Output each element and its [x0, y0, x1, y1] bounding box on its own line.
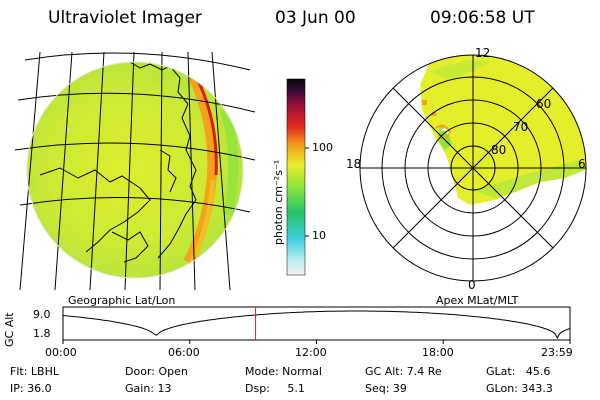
parallel-line: [14, 142, 256, 161]
parallel-line: [19, 196, 251, 213]
parallel-line: [17, 92, 256, 113]
meridian-line: [19, 51, 41, 291]
orbit-xtick: 23:59: [541, 346, 573, 359]
orbit-xtick: 06:00: [168, 346, 200, 359]
orbit-ytick-max: 9.0: [33, 308, 51, 321]
mlt-label-18: 18: [346, 157, 362, 171]
mlt-diagonal: [392, 87, 554, 249]
parallel-line: [24, 52, 251, 71]
observation-date: 03 Jun 00: [275, 8, 356, 28]
mlat-label-70: 70: [513, 120, 529, 134]
ip-info: IP: 36.0: [10, 382, 52, 395]
mlt-label-6: 6: [578, 157, 586, 171]
orbit-altitude-curve: [62, 310, 571, 340]
glat-info: GLat: 45.6: [486, 365, 551, 378]
meridian-line: [124, 51, 135, 291]
mlat-label-80: 80: [491, 143, 507, 157]
seq-info: Seq: 39: [365, 382, 407, 395]
mlat-label-60: 60: [536, 97, 552, 111]
meridian-line: [159, 51, 163, 291]
meridian-line: [54, 51, 73, 291]
orbit-xtick: 12:00: [295, 346, 327, 359]
gain-info: Gain: 13: [125, 382, 172, 395]
filter-info: Flt: LBHL: [10, 365, 59, 378]
glon-info: GLon: 343.3: [486, 382, 553, 395]
app-title: Ultraviolet Imager: [48, 8, 202, 28]
door-info: Door: Open: [125, 365, 188, 378]
mlt-label-12: 12: [475, 46, 491, 60]
gc-alt-info: GC Alt: 7.4 Re: [365, 365, 442, 378]
mlt-label-0: 0: [468, 278, 476, 292]
meridian-line: [89, 51, 105, 291]
dsp-info: Dsp: 5.1: [245, 382, 305, 395]
observation-time: 09:06:58 UT: [430, 8, 535, 28]
orbit-ytick-min: 1.8: [33, 327, 51, 340]
orbit-xtick: 18:00: [422, 346, 454, 359]
polar-panel-label: Apex MLat/MLT: [436, 294, 519, 307]
mode-info: Mode: Normal: [245, 365, 322, 378]
colorbar-tick-100: 100: [312, 141, 333, 154]
orbit-xtick: 00:00: [45, 346, 77, 359]
meridian-line: [211, 51, 231, 291]
geo-panel-label: Geographic Lat/Lon: [68, 294, 176, 307]
meridian-line: [187, 51, 196, 291]
colorbar-tick-10: 10: [312, 229, 326, 242]
orbit-ylabel: GC Alt: [3, 312, 16, 347]
